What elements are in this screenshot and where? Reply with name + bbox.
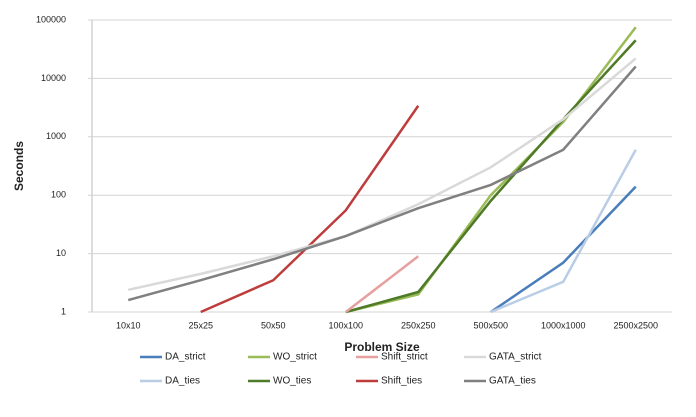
- x-tick-label: 500x500: [473, 320, 508, 330]
- legend-label: DA_ties: [165, 376, 200, 387]
- legend-label: GATA_strict: [489, 352, 542, 363]
- y-tick-label: 10000: [41, 73, 66, 83]
- x-tick-label: 10x10: [116, 320, 141, 330]
- legend-label: WO_strict: [273, 352, 317, 363]
- y-tick-label: 100: [51, 190, 66, 200]
- series-line: [490, 149, 637, 314]
- y-tick-label: 10: [56, 248, 66, 258]
- series-line: [127, 57, 637, 292]
- series-line: [127, 65, 637, 302]
- legend-label: Shift_strict: [381, 352, 428, 363]
- legend-label: GATA_ties: [489, 376, 536, 387]
- y-axis-title: Seconds: [12, 141, 26, 191]
- x-tick-label: 100x100: [328, 320, 363, 330]
- legend-label: Shift_ties: [381, 376, 422, 387]
- x-tick-label: 25x25: [188, 320, 213, 330]
- legend-label: WO_ties: [273, 376, 311, 387]
- series-line: [344, 255, 420, 313]
- y-tick-label: 1000: [46, 131, 66, 141]
- x-tick-label: 2500x2500: [613, 320, 658, 330]
- series-line: [490, 185, 637, 314]
- legend-label: DA_strict: [165, 352, 206, 363]
- x-tick-label: 1000x1000: [541, 320, 586, 330]
- x-tick-label: 250x250: [401, 320, 436, 330]
- y-tick-label: 1: [61, 306, 66, 316]
- y-tick-label: 100000: [36, 14, 66, 24]
- x-axis-title: Problem Size: [344, 340, 420, 354]
- series-line: [345, 26, 637, 314]
- x-tick-label: 50x50: [261, 320, 286, 330]
- series-line: [345, 39, 637, 314]
